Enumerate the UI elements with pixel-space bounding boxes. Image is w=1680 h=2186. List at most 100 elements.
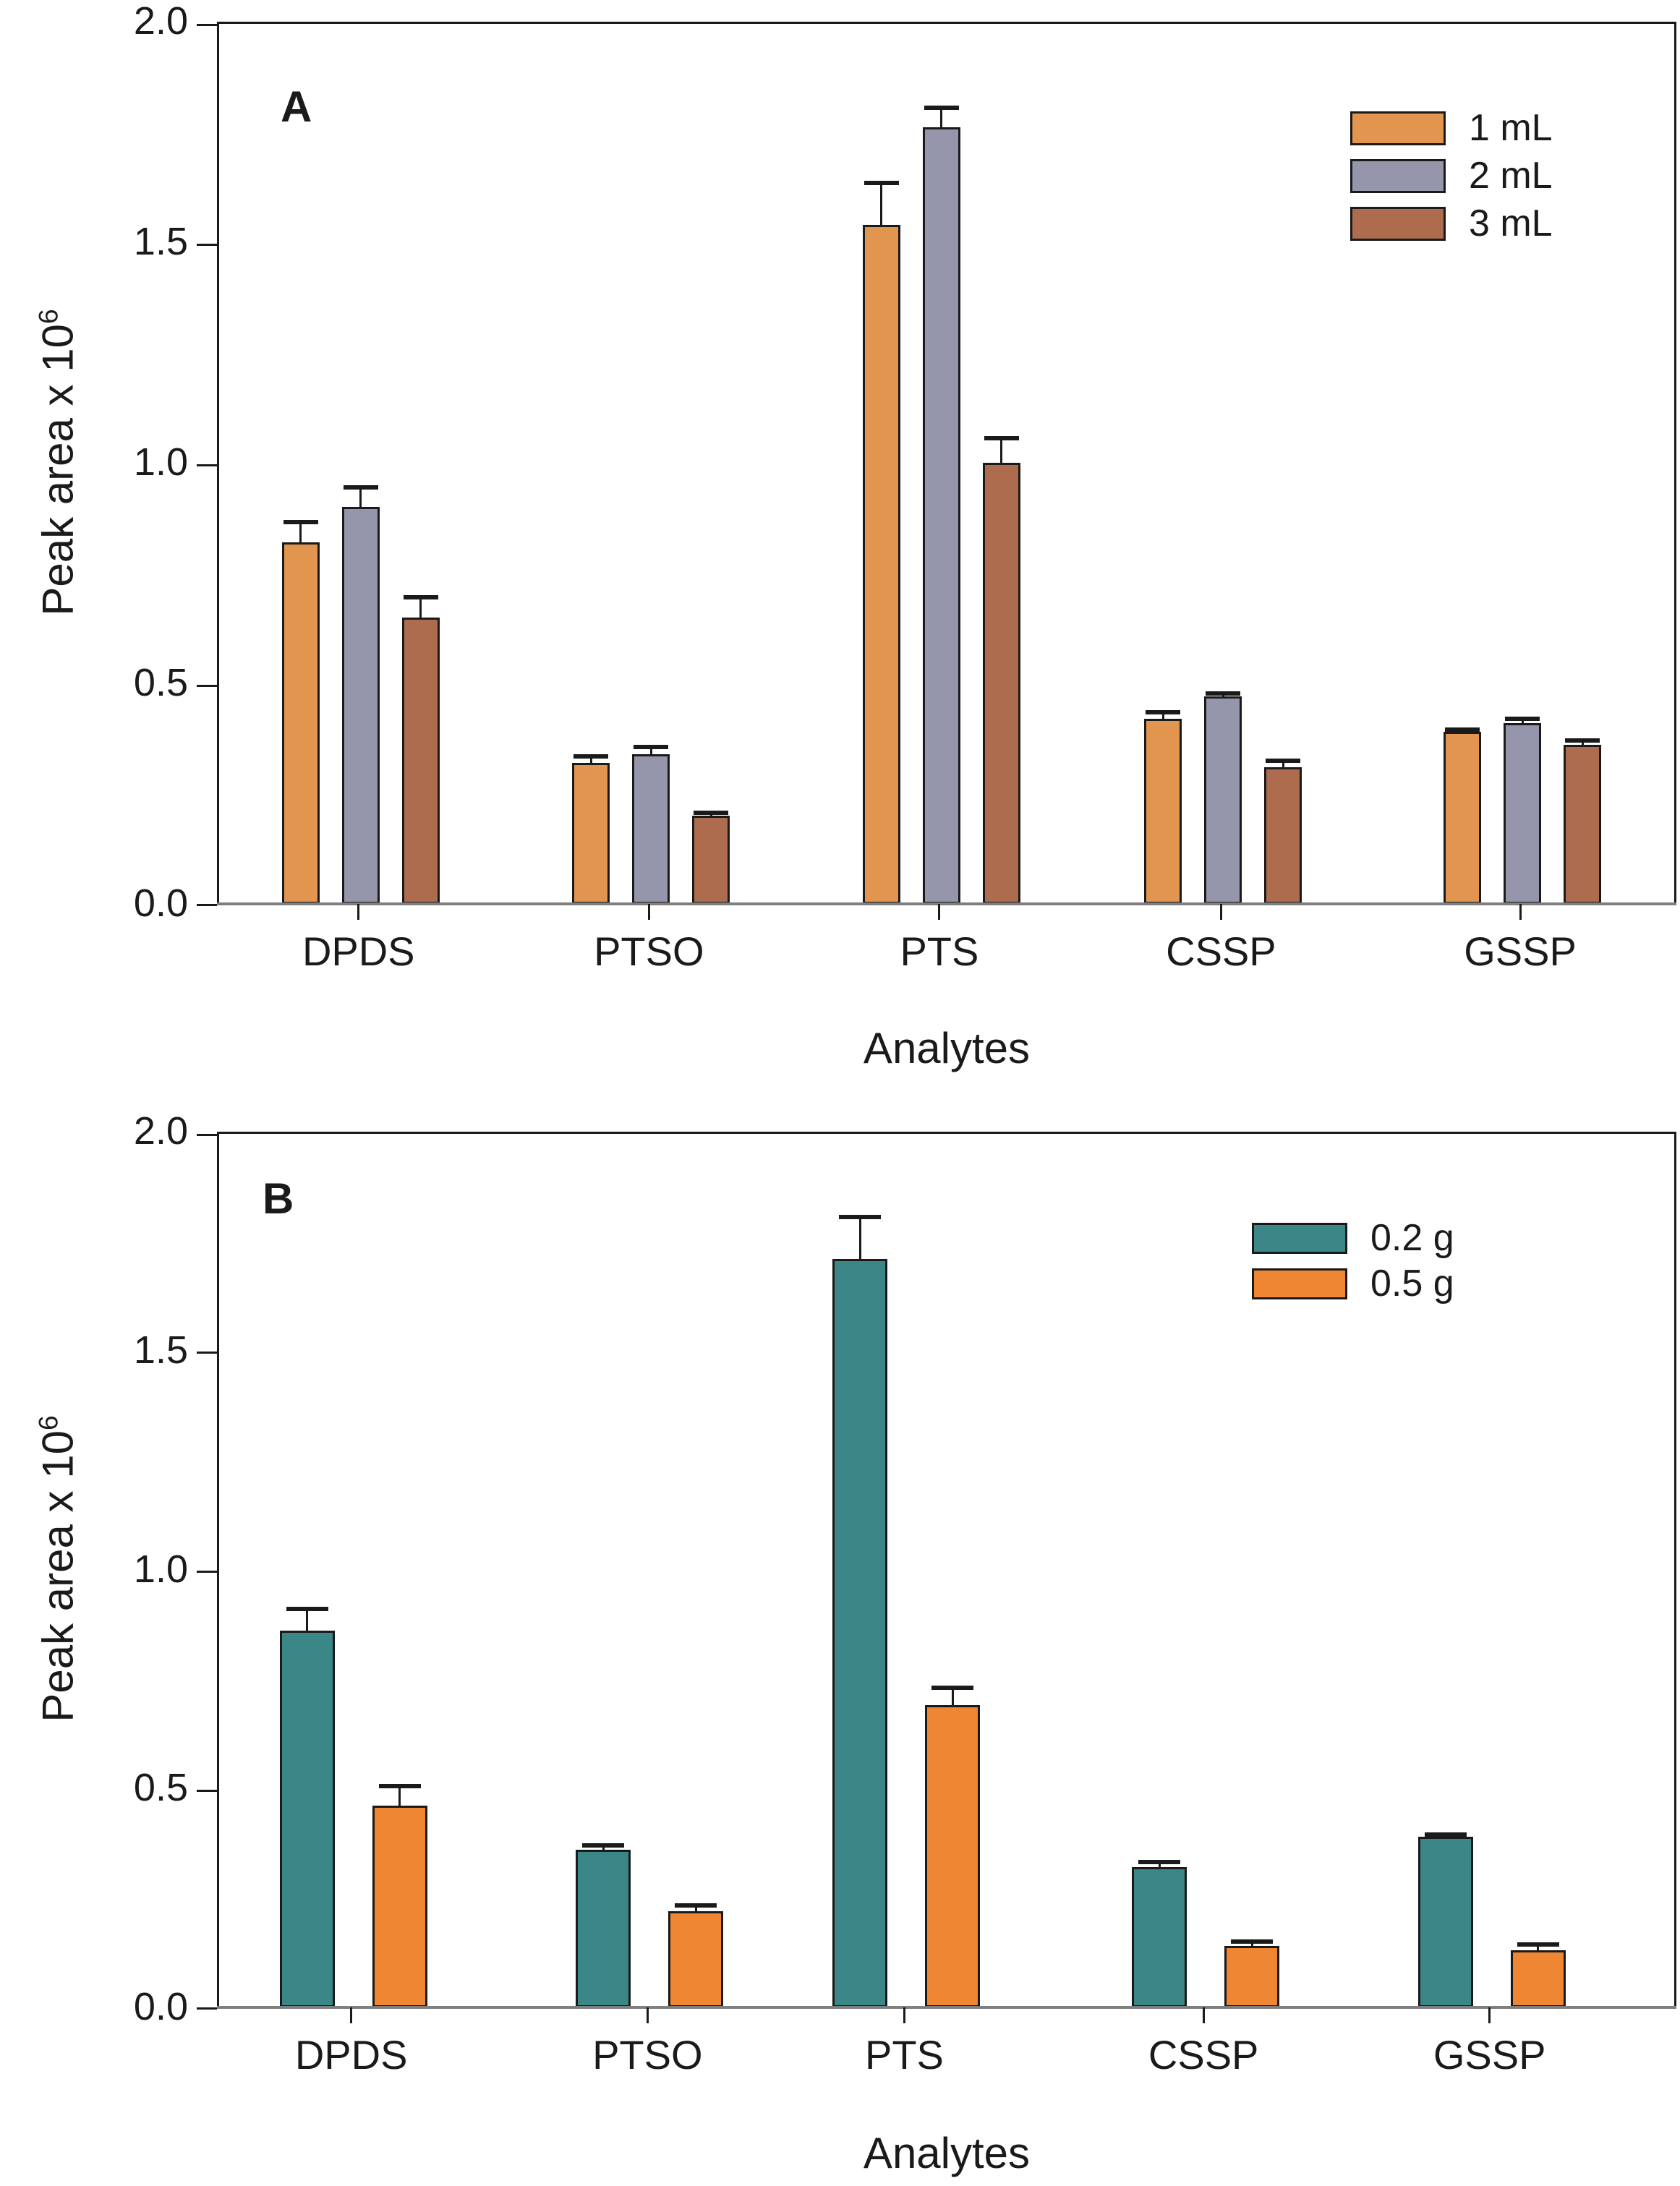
error-bar-cap xyxy=(1445,727,1480,732)
legend-label: 0.5 g xyxy=(1370,1263,1454,1305)
y-axis-title-exponent: 6 xyxy=(33,1415,64,1431)
y-axis-tick-label: 0.0 xyxy=(133,1985,188,2028)
y-axis-title-exponent: 6 xyxy=(33,309,64,325)
bar xyxy=(668,1910,724,2007)
bar xyxy=(1264,767,1302,904)
y-axis-tick xyxy=(197,1134,217,1136)
error-bar-stem xyxy=(419,597,422,624)
y-axis-tick xyxy=(197,1352,217,1354)
category-label: PTS xyxy=(865,2032,944,2078)
panel-letter-b: B xyxy=(263,1174,294,1223)
bar xyxy=(1417,1836,1473,2007)
x-axis-tick xyxy=(1202,2007,1205,2023)
category-label: GSSP xyxy=(1464,928,1577,974)
error-bar-cap xyxy=(864,180,899,185)
legend-row: 3 mL xyxy=(1350,205,1553,242)
legend-swatch xyxy=(1350,111,1446,145)
y-axis-tick xyxy=(197,2007,217,2010)
y-axis-tick-label: 1.5 xyxy=(133,220,188,263)
error-bar-cap xyxy=(283,520,318,525)
error-bar-stem xyxy=(359,487,362,513)
y-axis-tick xyxy=(197,1789,217,1792)
category-label: PTS xyxy=(900,928,979,974)
legend-swatch xyxy=(1350,158,1446,193)
error-bar-stem xyxy=(299,522,302,549)
x-axis-line xyxy=(217,2006,1676,2009)
x-axis-tick xyxy=(938,904,941,920)
panel-b: Peak area x 106 B 0.2 g 0.5 g Analytes 0.… xyxy=(0,1111,1680,2186)
error-bar-cap xyxy=(1146,709,1181,714)
y-axis-tick xyxy=(197,904,217,906)
error-bar-cap xyxy=(343,484,378,490)
error-bar-cap xyxy=(839,1215,882,1220)
legend-swatch xyxy=(1350,206,1446,241)
legend-label: 3 mL xyxy=(1469,202,1553,244)
bar xyxy=(1204,696,1242,904)
x-axis-tick xyxy=(646,2007,649,2023)
legend-row: 0.2 g xyxy=(1252,1219,1454,1257)
plot-area-a: A 1 mL 2 mL 3 mL xyxy=(197,22,1676,906)
y-axis-tick-label: 0.5 xyxy=(133,661,188,704)
bar xyxy=(922,127,960,904)
bar xyxy=(692,816,730,904)
error-bar-stem xyxy=(1282,760,1284,774)
error-bar-cap xyxy=(573,753,609,759)
category-label: CSSP xyxy=(1166,928,1276,974)
category-label: DPDS xyxy=(294,2032,408,2078)
category-label: GSSP xyxy=(1433,2032,1546,2078)
bar xyxy=(1144,718,1182,904)
error-bar-cap xyxy=(1517,1942,1559,1947)
bar xyxy=(1510,1950,1566,2007)
bar xyxy=(281,542,320,904)
error-bar-cap xyxy=(924,105,959,110)
y-axis-tick xyxy=(197,1571,217,1573)
legend-row: 0.5 g xyxy=(1252,1265,1454,1302)
error-bar-stem xyxy=(951,1687,954,1712)
bar xyxy=(572,762,610,904)
error-bar-stem xyxy=(858,1217,861,1265)
bar xyxy=(279,1631,335,2007)
x-axis-title-a: Analytes xyxy=(863,1024,1031,1072)
error-bar-cap xyxy=(1266,758,1301,763)
x-axis-tick xyxy=(1219,904,1222,920)
y-axis-tick xyxy=(197,243,217,246)
bar xyxy=(862,224,900,904)
bar xyxy=(982,463,1020,904)
bar xyxy=(341,507,380,904)
legend-label: 1 mL xyxy=(1469,107,1553,149)
legend-label: 2 mL xyxy=(1469,155,1553,197)
error-bar-stem xyxy=(940,107,943,135)
y-axis-tick-label: 0.0 xyxy=(133,881,188,925)
error-bar-cap xyxy=(694,810,729,815)
category-label: PTSO xyxy=(594,928,704,974)
bar xyxy=(632,753,670,904)
bar xyxy=(372,1806,427,2007)
y-axis-tick-label: 1.0 xyxy=(133,440,188,484)
x-axis-tick xyxy=(647,904,650,920)
plot-area-b: B 0.2 g 0.5 g xyxy=(197,1132,1676,2010)
category-label: CSSP xyxy=(1148,2032,1259,2078)
y-axis-tick xyxy=(197,24,217,26)
x-axis-tick xyxy=(1488,2007,1491,2023)
x-axis-tick xyxy=(903,2007,905,2023)
legend-swatch xyxy=(1252,1222,1347,1254)
error-bar-stem xyxy=(649,747,652,761)
error-bar-cap xyxy=(582,1843,625,1848)
error-bar-cap xyxy=(403,595,438,599)
x-axis-line xyxy=(217,902,1676,905)
bar xyxy=(401,617,440,904)
bar xyxy=(1504,722,1542,904)
x-axis-title-b: Analytes xyxy=(863,2129,1031,2177)
legend-swatch xyxy=(1252,1268,1347,1299)
y-axis-tick-label: 1.5 xyxy=(133,1328,188,1372)
error-bar-stem xyxy=(1161,712,1164,725)
error-bar-cap xyxy=(1231,1939,1274,1944)
error-bar-cap xyxy=(634,745,669,750)
error-bar-stem xyxy=(589,756,592,769)
bar xyxy=(925,1705,981,2007)
bar xyxy=(1444,732,1482,904)
error-bar-stem xyxy=(1000,438,1003,469)
error-bar-stem xyxy=(398,1786,401,1813)
bar xyxy=(576,1850,631,2007)
error-bar-cap xyxy=(1138,1859,1181,1864)
